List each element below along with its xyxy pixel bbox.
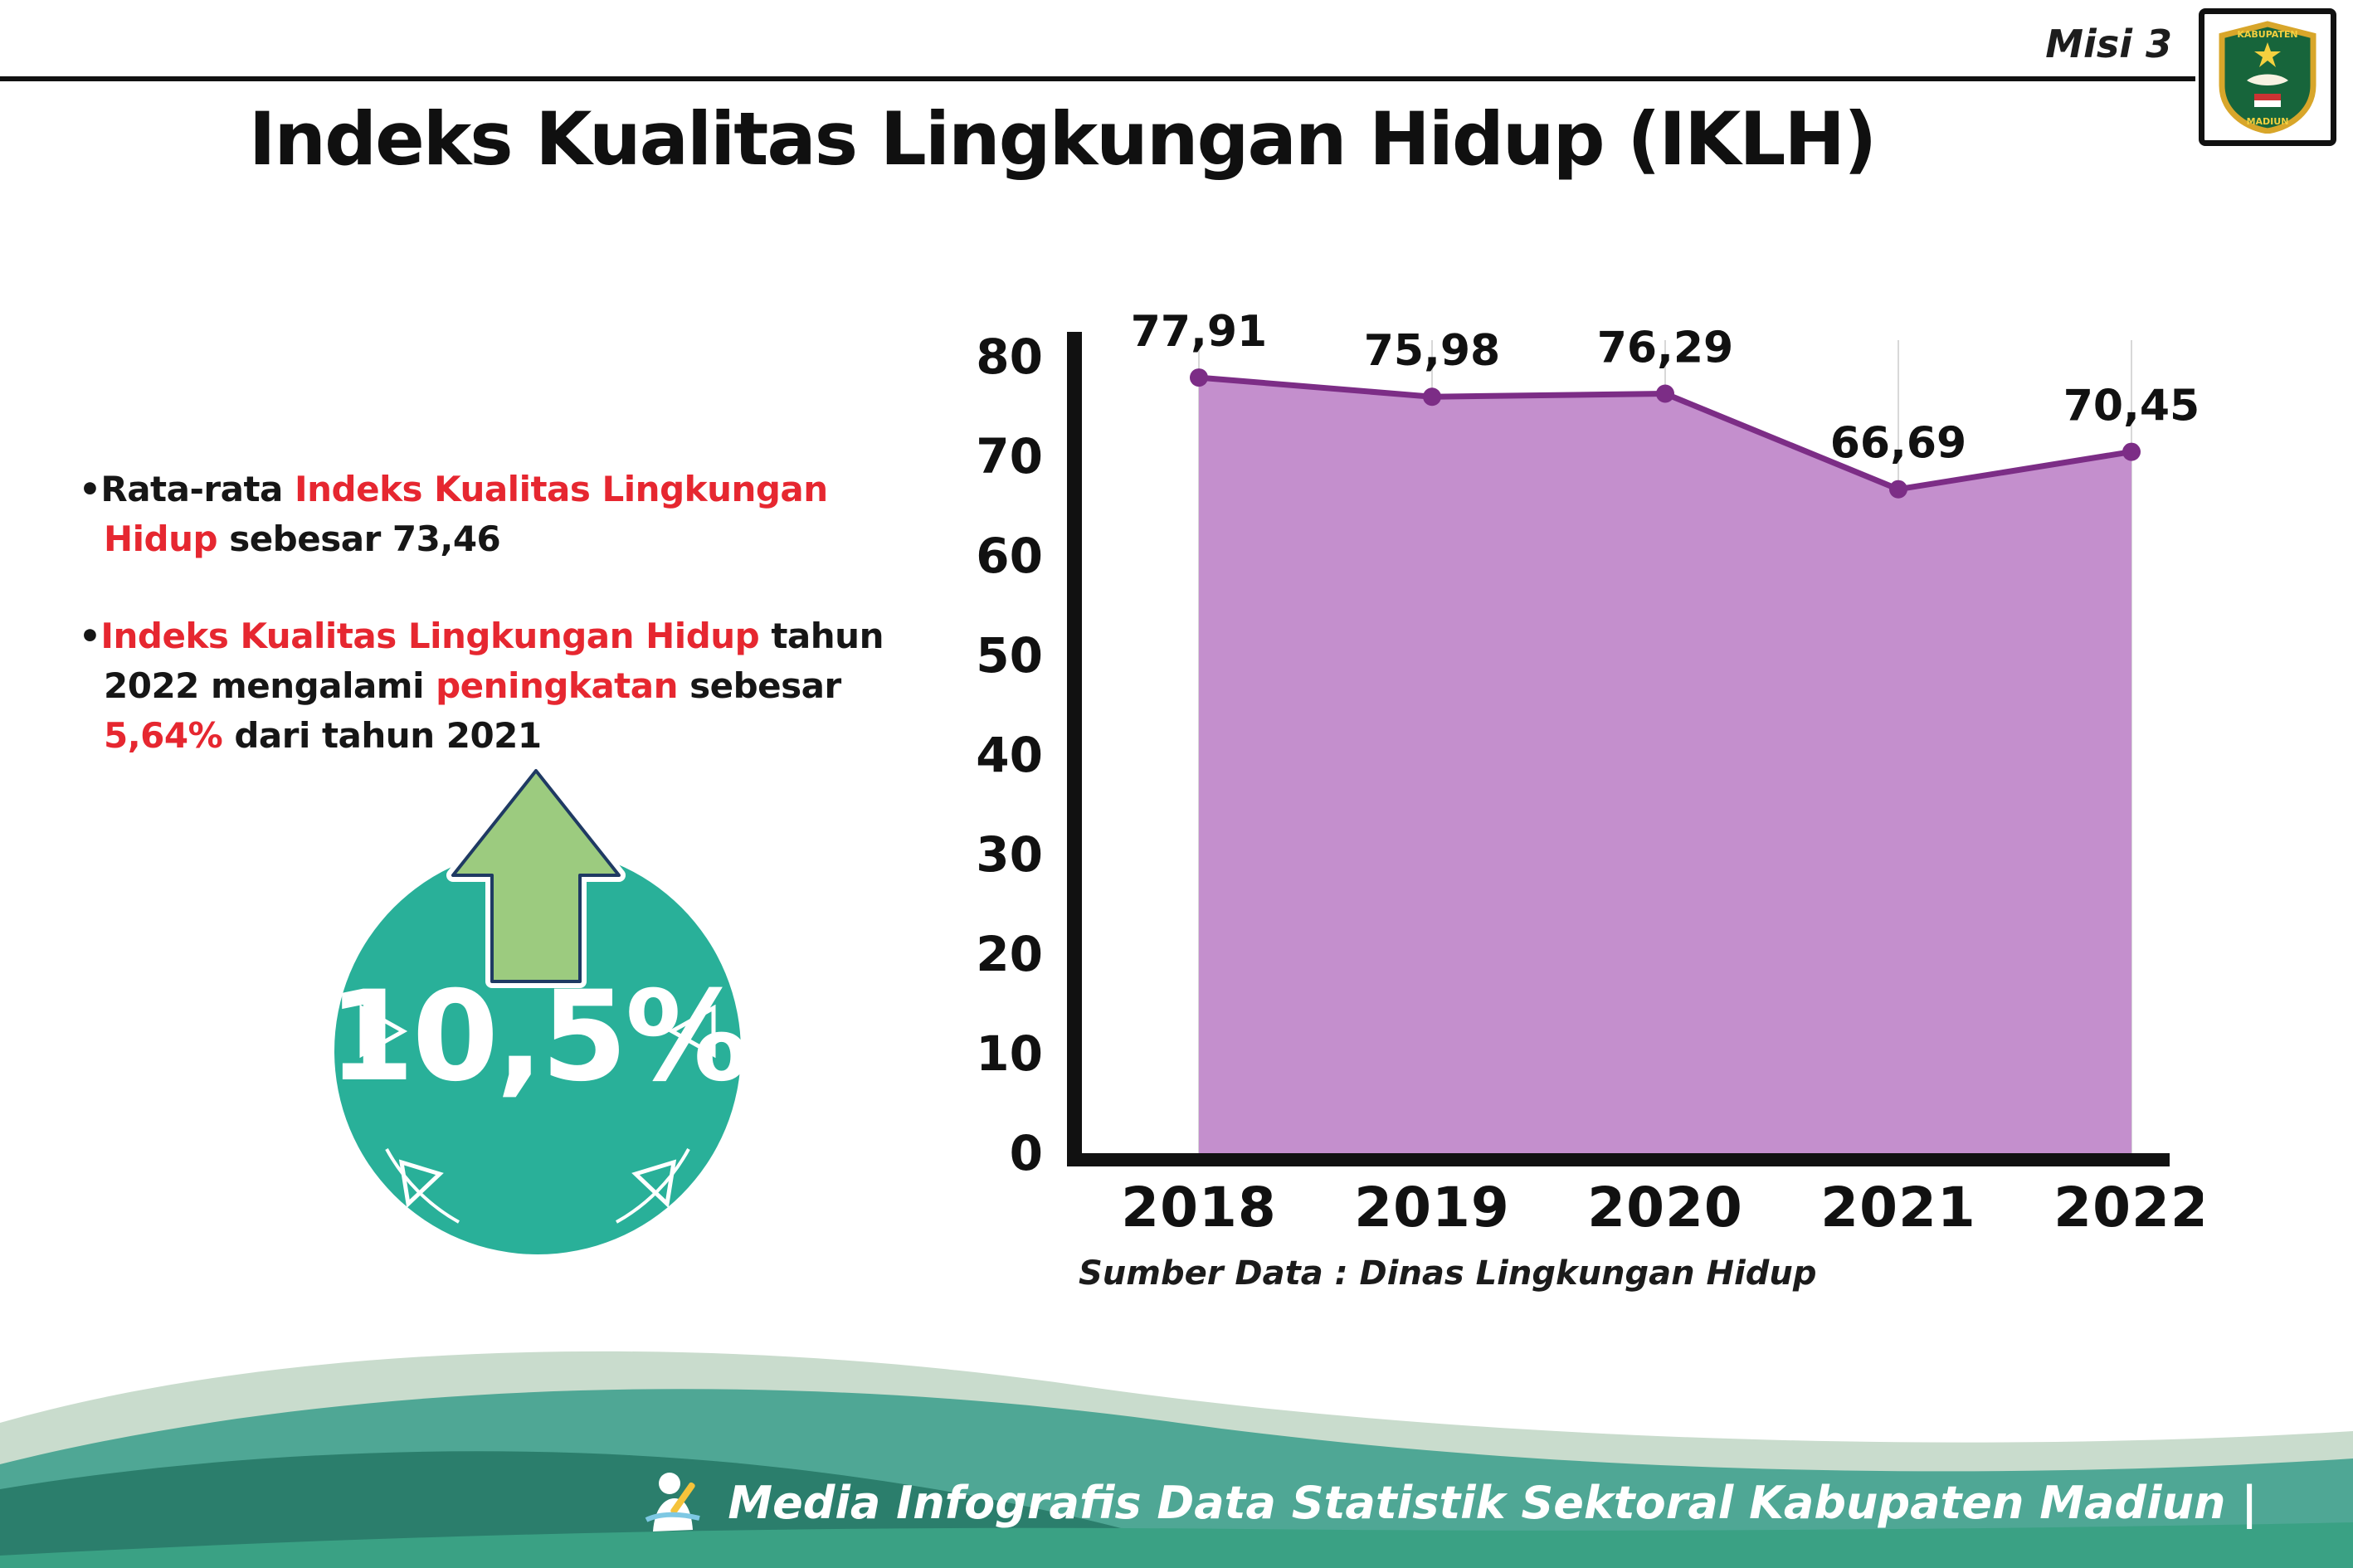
up-arrow-icon — [451, 769, 621, 983]
value-label: 76,29 — [1597, 324, 1733, 373]
bullet-list: •Rata-rata Indeks Kualitas Lingkungan Hi… — [79, 465, 909, 808]
y-axis — [1067, 332, 1082, 1166]
footer-text: Media Infografis Data Statistik Sektoral… — [728, 1476, 2258, 1529]
text-segment: Rata-rata — [100, 469, 295, 509]
area-fill — [1199, 377, 2131, 1153]
x-tick-label: 2018 — [1121, 1176, 1277, 1239]
value-label: 75,98 — [1364, 326, 1500, 376]
badge-circle — [334, 848, 741, 1254]
x-tick-label: 2022 — [2053, 1176, 2203, 1239]
y-tick-label: 80 — [976, 329, 1043, 385]
text-segment: tahun 2022 mengalami — [104, 616, 884, 706]
increase-percentage: 10,5% — [328, 965, 749, 1109]
wave-bottom — [0, 1522, 2353, 1568]
text-segment: sebesar — [678, 665, 841, 706]
x-tick-label: 2020 — [1587, 1176, 1743, 1239]
badge-decor-triangles — [359, 1004, 716, 1209]
data-point — [2122, 442, 2141, 461]
text-segment: Indeks Kualitas Lingkungan Hidup — [100, 616, 760, 657]
y-tick-label: 0 — [1010, 1125, 1043, 1181]
page-title: Indeks Kualitas Lingkungan Hidup (IKLH) — [248, 96, 1878, 182]
mascot-icon — [645, 1473, 701, 1531]
value-label: 77,91 — [1131, 307, 1267, 357]
value-label: 70,45 — [2063, 382, 2200, 431]
bullet-marker: • — [79, 616, 101, 657]
footer-caption: Media Infografis Data Statistik Sektoral… — [636, 1465, 2258, 1540]
y-tick-label: 40 — [976, 727, 1043, 783]
crest-text-madiun: MADIUN — [2247, 116, 2289, 127]
top-divider-line — [0, 76, 2195, 81]
y-tick-label: 10 — [976, 1025, 1043, 1082]
footer-wave-graphic — [0, 1351, 2353, 1568]
x-tick-label: 2019 — [1354, 1176, 1510, 1239]
badge-decor-arcs — [385, 1148, 690, 1224]
bullet-item: •Rata-rata Indeks Kualitas Lingkungan Hi… — [79, 465, 909, 563]
text-segment: sebesar 73,46 — [217, 518, 501, 559]
x-tick-label: 2021 — [1820, 1176, 1976, 1239]
iklh-chart: 0 10 20 30 40 50 60 70 80 77,91 75,98 76,29 66,69 70,… — [958, 282, 2209, 1303]
text-segment: peningkatan — [436, 665, 678, 706]
text-segment: 5,64% — [104, 714, 223, 756]
text-segment: dari tahun 2021 — [222, 714, 542, 756]
y-tick-label: 50 — [976, 627, 1043, 684]
increase-badge: 10,5% — [322, 759, 753, 1282]
y-tick-label: 30 — [976, 826, 1043, 883]
crest-text-kabupaten: KABUPATEN — [2237, 29, 2297, 40]
bullet-marker: • — [79, 469, 101, 509]
x-axis — [1067, 1153, 2170, 1166]
data-point — [1423, 387, 1441, 407]
crest-icon: KABUPATEN MADIUN — [2219, 21, 2316, 134]
text-segment: Indeks Kualitas Lingkungan Hidup — [104, 469, 828, 559]
badge-graphic — [334, 764, 741, 1254]
bullet-item: •Indeks Kualitas Lingkungan Hidup tahun … — [79, 611, 909, 760]
data-source-label: Sumber Data : Dinas Lingkungan Hidup — [1079, 1254, 1817, 1293]
area-chart: 0 10 20 30 40 50 60 70 80 77,91 75,98 76,29 66,69 70,… — [976, 307, 2209, 1239]
y-tick-label: 20 — [976, 926, 1043, 982]
misi-label: Misi 3 — [2045, 22, 2172, 66]
y-tick-label: 60 — [976, 528, 1043, 584]
kabupaten-madiun-logo: KABUPATEN MADIUN — [2199, 8, 2336, 146]
y-tick-label: 70 — [976, 428, 1043, 485]
data-point — [1656, 384, 1674, 403]
data-point — [1889, 480, 1907, 499]
value-label: 66,69 — [1830, 419, 1966, 469]
data-point — [1190, 368, 1208, 387]
